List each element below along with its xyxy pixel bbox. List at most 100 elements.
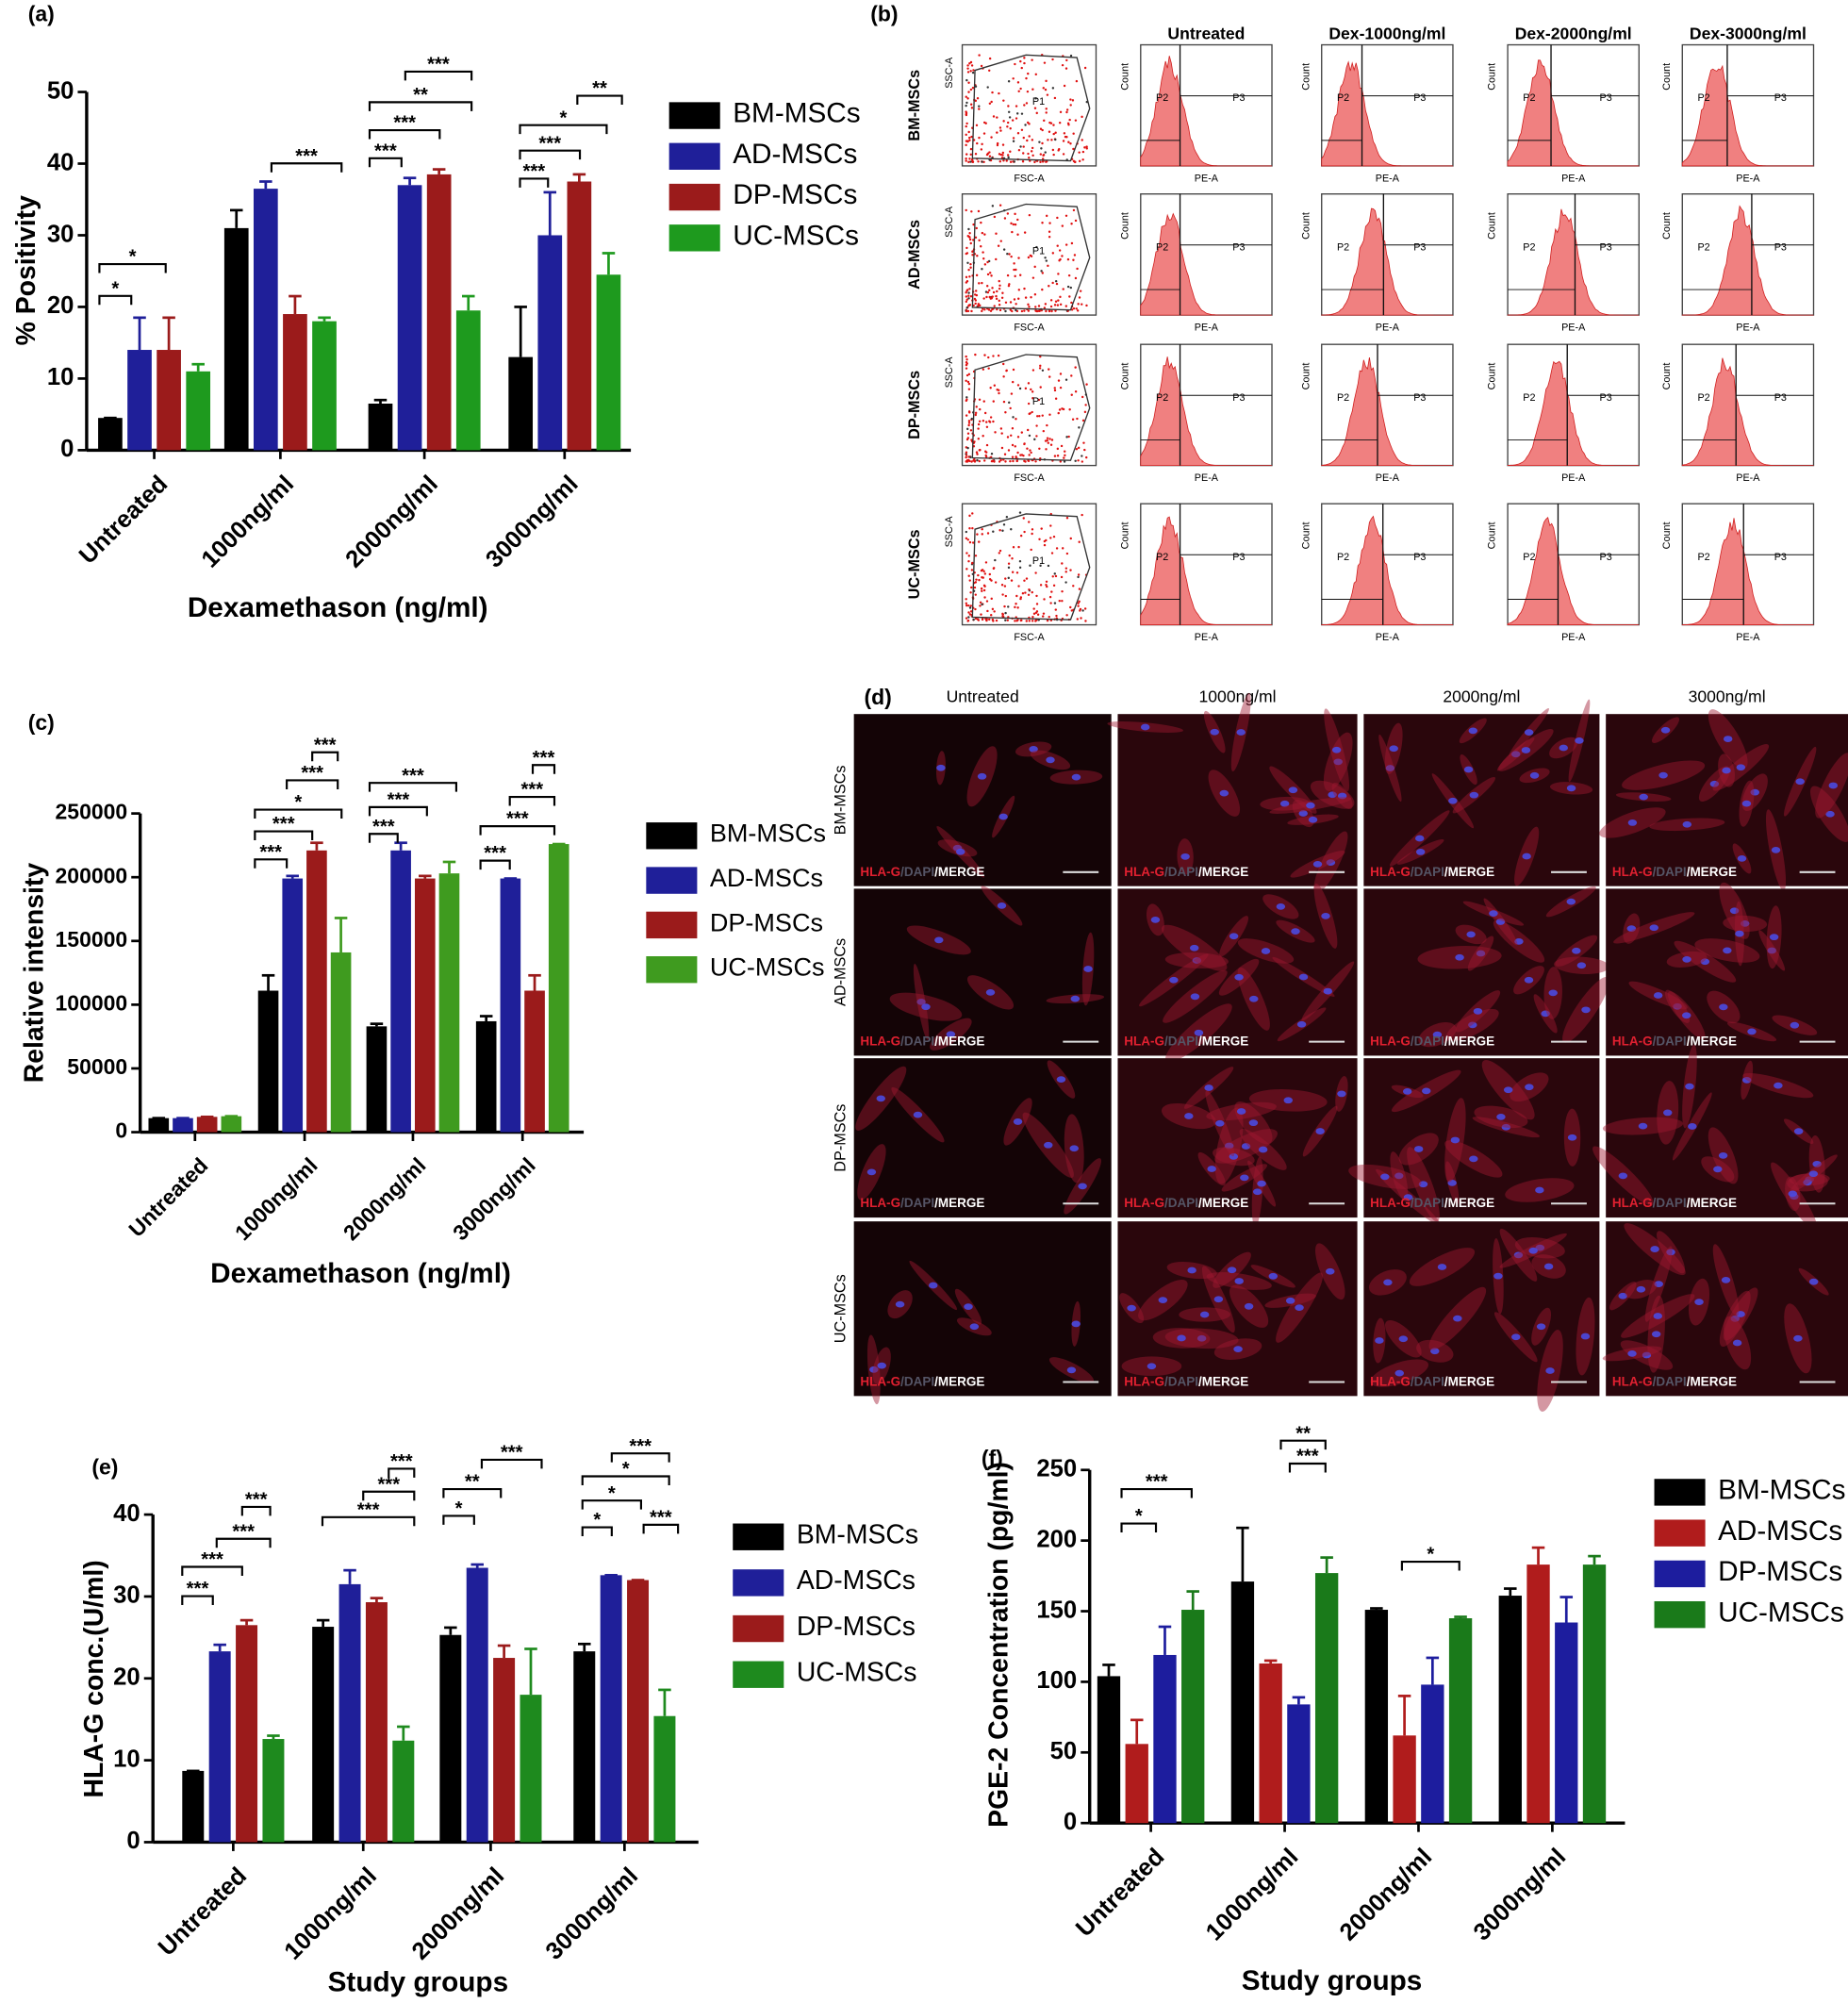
scatter-dot: [1053, 602, 1057, 604]
nucleus: [1567, 1134, 1577, 1141]
stain-part: /DAPI: [900, 1374, 934, 1388]
gate-label: P2: [1523, 392, 1535, 404]
scatter-dot: [1078, 540, 1081, 543]
scatter-dot: [974, 236, 978, 240]
scatter-dot: [976, 97, 980, 100]
scatter-dot: [983, 450, 987, 453]
x-tick-label: 2000ng/ml: [338, 1152, 431, 1245]
stain-part: /MERGE: [1444, 1196, 1494, 1210]
significance-label: ***: [314, 735, 337, 755]
significance-bracket: [581, 1475, 670, 1485]
nucleus: [1729, 907, 1740, 915]
nucleus: [1503, 1086, 1513, 1094]
scatter-dot: [1025, 102, 1029, 105]
scatter-dot: [995, 619, 998, 622]
significance-bracket: [254, 858, 289, 869]
axis-label: PE-A: [1736, 472, 1760, 484]
scatter-dot: [981, 231, 984, 235]
nucleus: [1229, 933, 1239, 940]
scatter-dot: [1049, 602, 1052, 604]
scatter-dot: [1015, 571, 1019, 574]
nucleus: [1685, 1083, 1694, 1090]
nucleus: [1750, 788, 1759, 796]
scatter-dot: [1008, 283, 1011, 286]
significance-bracket: [519, 124, 608, 135]
bar: [653, 1715, 676, 1843]
stain-part: HLA-G: [1612, 1196, 1653, 1210]
axis-label: PE-A: [1195, 632, 1219, 643]
nucleus: [1333, 758, 1343, 766]
scatter-dot: [1062, 407, 1065, 411]
nucleus: [1331, 746, 1342, 753]
legend-label: DP-MSCs: [710, 908, 823, 936]
nucleus: [1803, 1179, 1812, 1186]
scatter-dot: [1006, 253, 1009, 256]
scatter-dot: [1048, 368, 1050, 371]
scatter-dot: [1069, 286, 1073, 290]
bar: [573, 1651, 596, 1843]
y-tick-label: 40: [113, 1500, 140, 1527]
scatter-dot: [984, 290, 988, 293]
significance-label: ***: [201, 1549, 223, 1570]
scatter-dot: [1055, 282, 1059, 286]
nucleus: [1673, 1002, 1682, 1010]
scatter-dot: [1043, 119, 1046, 123]
nucleus: [1337, 1090, 1346, 1098]
scatter-dot: [1065, 108, 1069, 111]
scatter-dot: [1016, 436, 1020, 439]
significance-label: *: [1427, 1545, 1434, 1565]
scatter-dot: [965, 295, 968, 298]
histogram-fill: [1681, 205, 1814, 316]
scatter-dot: [1065, 436, 1068, 439]
scatter-dot: [1011, 380, 1015, 384]
scatter-dot: [1063, 84, 1066, 88]
scatter-dot: [1027, 72, 1030, 75]
scatter-dot: [1053, 455, 1057, 457]
scatter-dot: [967, 611, 970, 614]
scatter-dot: [976, 458, 979, 462]
nucleus: [1651, 1331, 1661, 1338]
scatter-dot: [1011, 443, 1015, 447]
stain-part: /MERGE: [1198, 1196, 1248, 1210]
scatter-dot: [1019, 454, 1022, 456]
row-label: DP-MSCs: [906, 371, 923, 439]
scatter-dot: [1026, 447, 1029, 450]
scatter-dot: [1039, 160, 1042, 164]
bar: [223, 227, 249, 451]
scatter-dot: [1006, 436, 1010, 439]
scatter-dot: [1070, 393, 1073, 396]
scatter-dot: [966, 538, 969, 541]
nucleus: [1808, 1170, 1819, 1178]
scatter-dot: [1074, 459, 1077, 463]
stain-caption: HLA-G/DAPI/MERGE: [1370, 864, 1494, 878]
nucleus: [1189, 944, 1199, 952]
stain-part: HLA-G: [1124, 1034, 1164, 1048]
scatter-dot: [1023, 61, 1026, 65]
scatter-dot: [970, 64, 974, 67]
scatter-dot: [970, 135, 973, 139]
scatter-dot: [1069, 54, 1073, 58]
significance-bracket: [368, 833, 399, 843]
nucleus: [1321, 913, 1330, 919]
x-axis-label: Dexamethason (ng/ml): [188, 592, 488, 623]
nucleus: [1747, 1028, 1757, 1035]
significance-label: ***: [484, 843, 506, 864]
nucleus: [913, 1111, 923, 1118]
scatter-dot: [1047, 139, 1049, 141]
scatter-dot: [1013, 268, 1015, 272]
row-label: BM-MSCs: [906, 70, 923, 141]
scatter-dot: [969, 604, 973, 607]
x-tick-label: Untreated: [124, 1152, 212, 1241]
scatter-dot: [965, 111, 968, 115]
scatter-dot: [1043, 543, 1047, 547]
bar: [520, 1695, 542, 1843]
scatter-dot: [967, 268, 970, 272]
significance-bracket: [642, 1523, 680, 1534]
stain-part: /MERGE: [1444, 1034, 1494, 1048]
scatter-dot: [1005, 369, 1008, 372]
scatter-dot: [979, 604, 982, 607]
bar: [182, 1770, 205, 1843]
bar: [455, 310, 481, 451]
significance-bracket: [480, 1458, 543, 1469]
nucleus: [895, 1300, 905, 1308]
